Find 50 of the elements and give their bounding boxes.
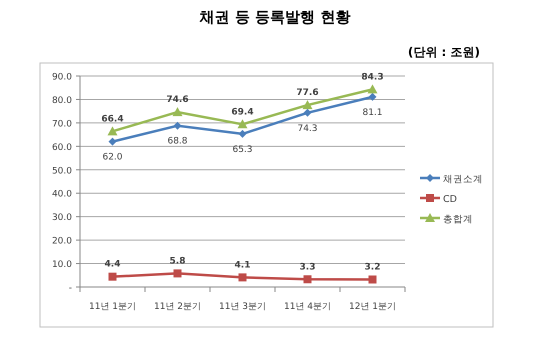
point (174, 122, 182, 130)
point (304, 108, 312, 117)
y-tick-label: 50.0 (52, 166, 72, 176)
point (174, 269, 182, 278)
point (368, 84, 378, 94)
y-tick-label: 20.0 (52, 236, 72, 247)
legend-label: 채권소계 (443, 174, 483, 185)
data-label: 3.2 (364, 262, 380, 272)
x-tick-label: 11년 2분기 (154, 302, 202, 312)
x-tick-label: 11년 4분기 (284, 302, 332, 312)
y-tick-label: 70.0 (52, 119, 72, 130)
data-label: 77.6 (296, 88, 319, 98)
data-label: 4.1 (234, 260, 250, 270)
point (108, 126, 118, 136)
title: 채권 등 등록발행 현황 (200, 8, 350, 26)
data-label: 74.6 (166, 95, 189, 106)
data-label: 68.8 (167, 136, 188, 147)
y-tick-label: - (68, 284, 72, 294)
data-label: 69.4 (231, 107, 254, 118)
x-tick-label: 12년 1분기 (348, 302, 396, 312)
y-tick-label: 80.0 (52, 96, 72, 106)
point (368, 276, 376, 284)
y-tick-label: 30.0 (52, 213, 72, 224)
data-label: 65.3 (232, 144, 253, 155)
annotation: (단위 : 조원) (408, 45, 480, 59)
point (108, 138, 116, 146)
point (302, 100, 312, 110)
y-tick-label: 60.0 (52, 142, 72, 153)
legend-label: CD (443, 194, 457, 205)
data-label: 3.3 (300, 262, 316, 272)
y-tick-label: 10.0 (52, 260, 72, 270)
point (108, 272, 116, 281)
point (238, 273, 246, 282)
x-tick-label: 11년 3분기 (218, 302, 266, 312)
data-label: 84.3 (361, 72, 384, 82)
data-label: 62.0 (102, 152, 123, 163)
x-tick-label: 11년 1분기 (88, 302, 136, 312)
point (304, 275, 312, 284)
data-label: 4.4 (104, 260, 120, 270)
data-label: 5.8 (170, 256, 186, 266)
point (238, 130, 246, 138)
legend-label: 총합계 (443, 214, 473, 225)
data-label: 74.3 (297, 124, 318, 134)
y-tick-label: 90.0 (52, 72, 72, 82)
point (368, 92, 376, 101)
point (172, 107, 182, 116)
y-tick-label: 40.0 (52, 190, 72, 200)
point (238, 119, 248, 128)
data-label: 81.1 (362, 108, 383, 118)
data-label: 66.4 (101, 114, 124, 124)
